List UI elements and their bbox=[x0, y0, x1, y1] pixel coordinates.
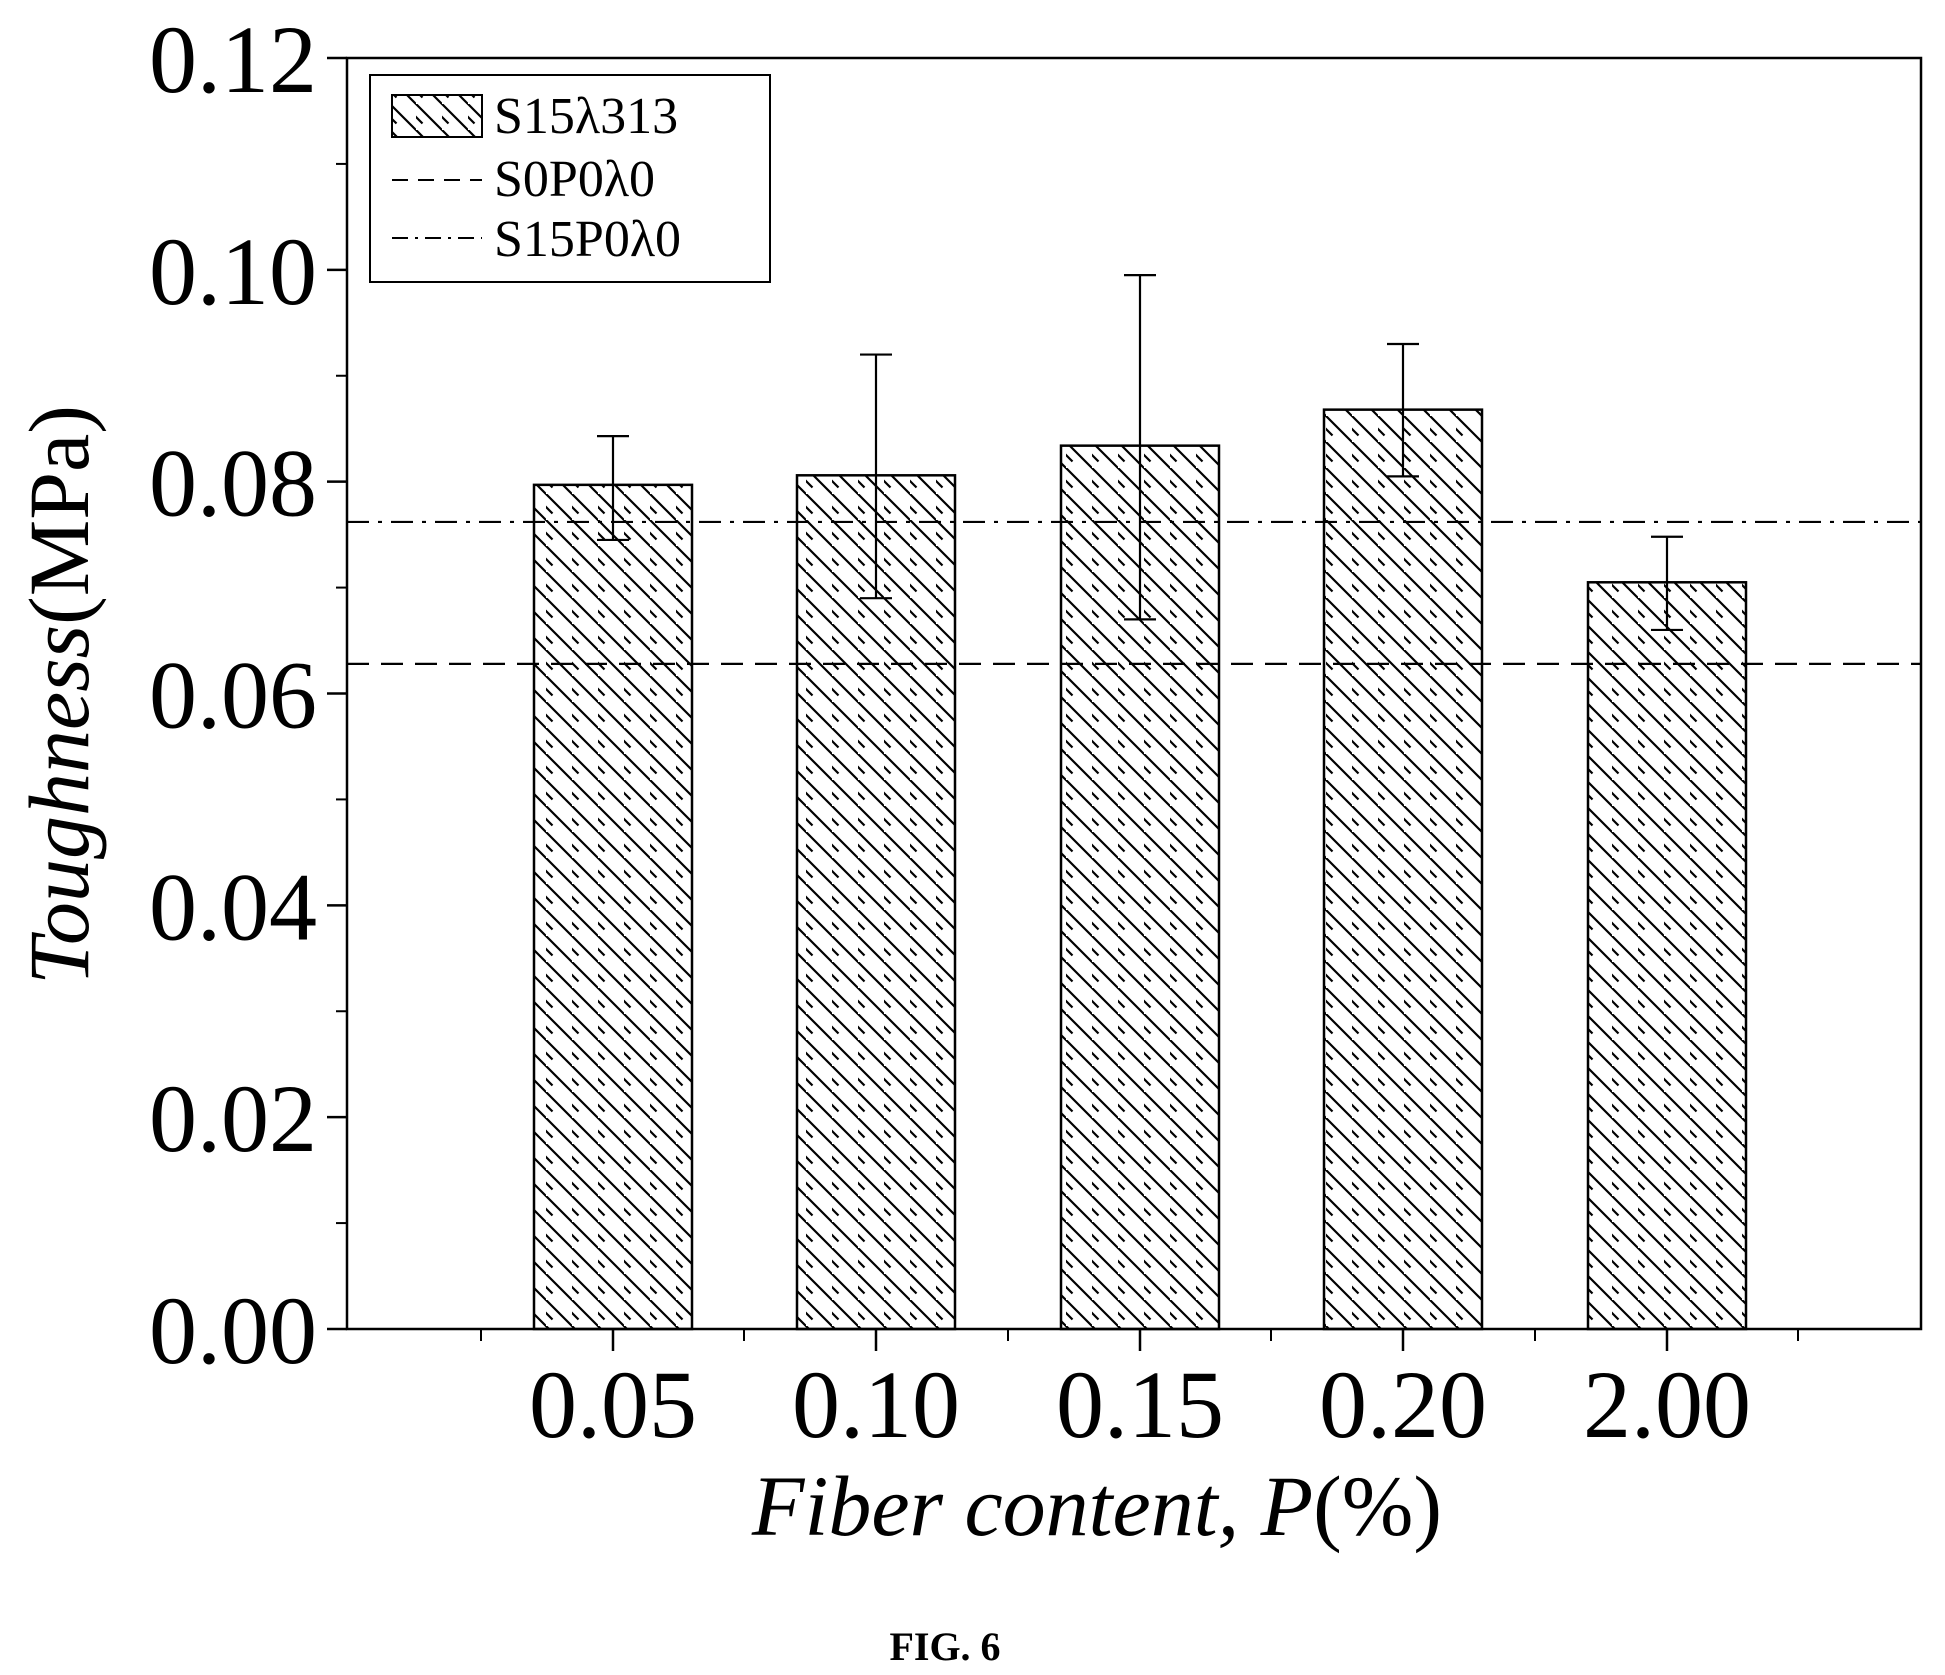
x-axis-title-main: Fiber content, P bbox=[751, 1458, 1313, 1554]
y-axis-title-main: Toughness bbox=[11, 625, 107, 985]
y-tick-label: 0.02 bbox=[149, 1065, 317, 1172]
legend-label-dash-dot: S15P0λ0 bbox=[494, 211, 681, 268]
y-tick-label: 0.06 bbox=[149, 642, 317, 749]
legend-swatch-hatched bbox=[391, 94, 483, 138]
y-tick-label: 0.08 bbox=[149, 430, 317, 537]
x-axis: 0.05 0.10 0.15 0.20 2.00 bbox=[480, 1329, 1799, 1458]
figure-caption: FIG. 6 bbox=[889, 1624, 1000, 1669]
error-bar-0.05 bbox=[597, 435, 629, 542]
y-tick-label: 0.10 bbox=[149, 218, 317, 325]
y-tick-label: 0.04 bbox=[149, 853, 317, 960]
bar-0.05 bbox=[532, 483, 694, 1331]
bars bbox=[532, 408, 1748, 1331]
legend-label-bars: S15λ313 bbox=[494, 88, 678, 145]
y-tick-label: 0.00 bbox=[149, 1277, 317, 1384]
x-axis-title: Fiber content, P(%) bbox=[751, 1458, 1442, 1554]
x-tick-label: 0.20 bbox=[1319, 1351, 1487, 1458]
x-tick-label: 2.00 bbox=[1583, 1351, 1751, 1458]
x-tick-label: 0.05 bbox=[529, 1351, 697, 1458]
bar-0.10 bbox=[795, 474, 957, 1331]
error-bar-2.00 bbox=[1651, 535, 1683, 632]
error-bar-0.15 bbox=[1124, 274, 1156, 621]
bar-2.00 bbox=[1586, 581, 1748, 1331]
bar-0.20 bbox=[1322, 408, 1484, 1331]
x-tick-label: 0.10 bbox=[792, 1351, 960, 1458]
error-bar-0.10 bbox=[860, 353, 892, 600]
legend-label-dashed: S0P0λ0 bbox=[494, 151, 655, 208]
x-axis-title-unit: (%) bbox=[1313, 1458, 1442, 1554]
x-tick-label: 0.15 bbox=[1056, 1351, 1224, 1458]
y-tick-label: 0.12 bbox=[149, 6, 317, 113]
error-bar-0.20 bbox=[1387, 342, 1419, 478]
y-axis: 0.00 0.02 0.04 0.06 0.08 0.10 0.12 bbox=[149, 6, 347, 1384]
error-bars bbox=[597, 274, 1683, 632]
y-axis-title-unit: (MPa) bbox=[11, 405, 107, 625]
y-axis-title: Toughness(MPa) bbox=[11, 405, 107, 985]
legend: S15λ313 S0P0λ0 S15P0λ0 bbox=[369, 74, 771, 283]
